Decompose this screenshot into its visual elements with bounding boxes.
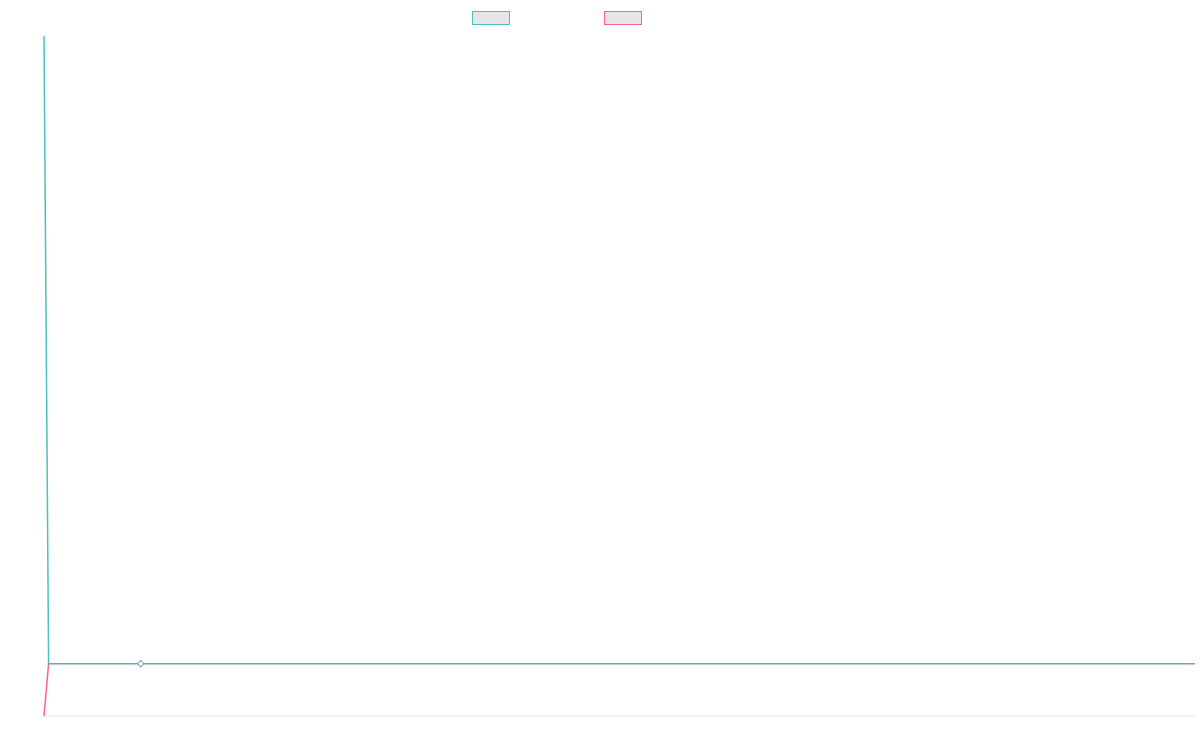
legend-swatch-series-2 xyxy=(604,11,642,25)
legend xyxy=(0,9,1200,27)
series-1-line[interactable] xyxy=(43,35,1195,665)
series-layer xyxy=(43,35,1195,717)
data-point-marker[interactable] xyxy=(136,659,145,668)
legend-item-series-1[interactable] xyxy=(472,9,516,27)
series-2-line[interactable] xyxy=(43,662,1195,717)
legend-swatch-series-1 xyxy=(472,11,510,25)
legend-item-series-2[interactable] xyxy=(604,9,648,27)
